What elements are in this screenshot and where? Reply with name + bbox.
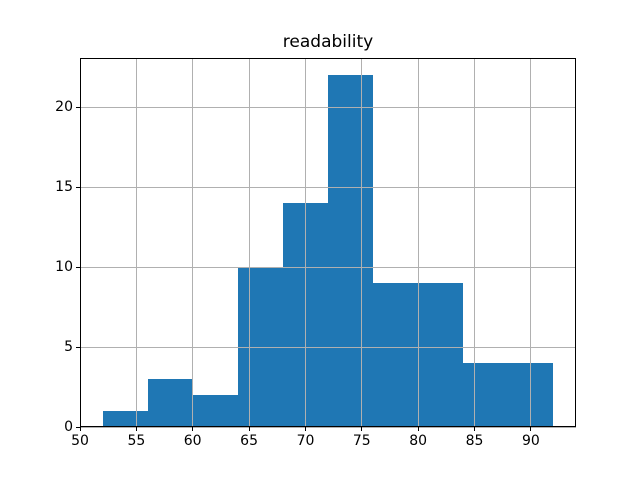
vertical-gridline: [248, 57, 250, 428]
vertical-gridline: [135, 57, 137, 428]
histogram-bar: [102, 411, 148, 428]
y-tick-mark: [76, 186, 80, 188]
x-tick-mark: [530, 427, 532, 432]
horizontal-gridline: [80, 266, 576, 268]
histogram-bar: [373, 283, 419, 428]
y-tick-mark: [76, 346, 80, 348]
y-tick-label: 10: [55, 259, 73, 276]
x-tick-mark: [361, 427, 363, 432]
vertical-gridline: [361, 57, 363, 428]
y-tick-label: 5: [64, 339, 73, 356]
horizontal-gridline: [80, 186, 576, 188]
x-tick-mark: [474, 427, 475, 432]
horizontal-gridline: [80, 106, 576, 108]
y-tick-label: 20: [55, 99, 73, 116]
x-tick-label: 50: [71, 433, 89, 450]
y-tick-label: 0: [64, 419, 73, 436]
x-tick-mark: [248, 427, 250, 432]
histogram-bar: [328, 75, 374, 428]
x-tick-label: 85: [465, 433, 484, 450]
y-tick-mark: [76, 106, 80, 108]
vertical-gridline: [192, 57, 194, 428]
horizontal-gridline: [80, 346, 576, 348]
x-tick-label: 80: [409, 433, 428, 450]
x-tick-label: 65: [240, 433, 258, 450]
x-tick-mark: [417, 427, 419, 432]
vertical-gridline: [474, 57, 475, 428]
vertical-gridline: [530, 57, 532, 428]
x-tick-label: 75: [352, 433, 371, 450]
histogram-bar: [463, 363, 509, 428]
vertical-gridline: [305, 57, 306, 428]
chart-title: readability: [282, 31, 374, 52]
histogram-bar: [192, 395, 238, 428]
x-tick-mark: [135, 427, 137, 432]
x-tick-label: 55: [127, 433, 146, 450]
x-tick-mark: [79, 427, 81, 432]
histogram-bar: [147, 379, 193, 428]
y-tick-label: 15: [55, 179, 73, 196]
horizontal-gridline: [80, 426, 576, 428]
x-tick-mark: [305, 427, 306, 432]
histogram-bar: [418, 283, 464, 428]
x-tick-label: 60: [183, 433, 202, 450]
y-tick-mark: [76, 426, 80, 428]
vertical-gridline: [417, 57, 419, 428]
x-tick-mark: [192, 427, 194, 432]
vertical-gridline: [79, 57, 81, 428]
y-tick-mark: [76, 266, 80, 268]
x-tick-label: 70: [296, 433, 315, 450]
x-tick-label: 90: [521, 433, 540, 450]
